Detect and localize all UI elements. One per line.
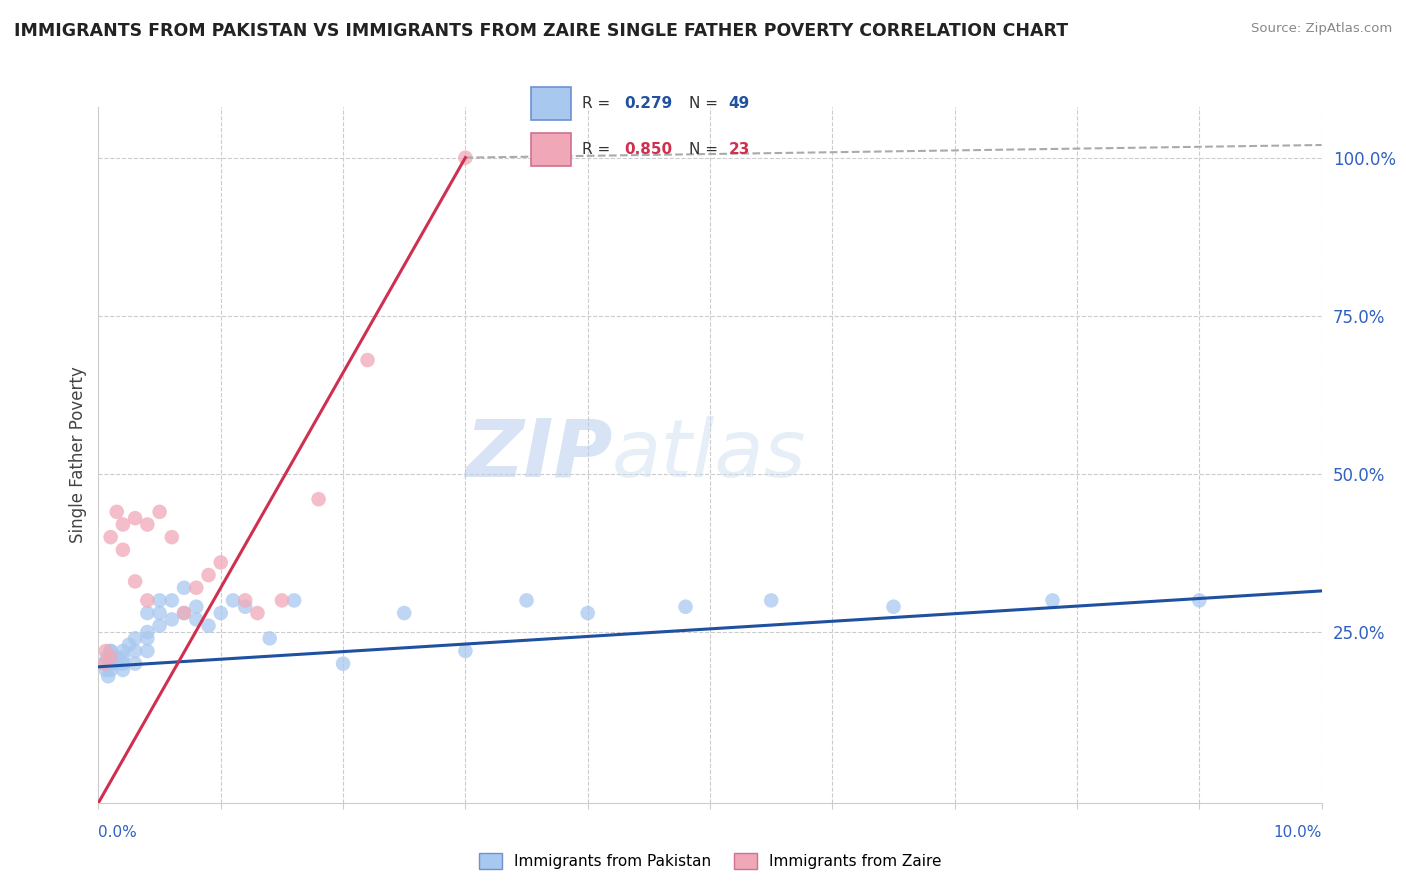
Point xyxy=(136,625,159,640)
Point xyxy=(675,599,697,614)
Point xyxy=(111,657,134,671)
Point xyxy=(883,599,905,614)
Point xyxy=(93,657,115,671)
Y-axis label: Single Father Poverty: Single Father Poverty xyxy=(69,367,87,543)
Text: 10.0%: 10.0% xyxy=(1274,825,1322,840)
Point xyxy=(105,650,128,665)
Point xyxy=(173,581,195,595)
Point xyxy=(160,593,183,607)
Text: 49: 49 xyxy=(728,96,749,111)
Text: atlas: atlas xyxy=(612,416,807,494)
Point xyxy=(186,612,208,626)
Point xyxy=(186,581,208,595)
Point xyxy=(233,593,256,607)
Point xyxy=(454,151,477,165)
Point xyxy=(1188,593,1211,607)
Point xyxy=(97,669,120,683)
Legend: Immigrants from Pakistan, Immigrants from Zaire: Immigrants from Pakistan, Immigrants fro… xyxy=(472,847,948,875)
FancyBboxPatch shape xyxy=(531,133,571,166)
Point xyxy=(105,657,128,671)
Point xyxy=(149,606,172,620)
Point xyxy=(454,644,477,658)
Text: ZIP: ZIP xyxy=(465,416,612,494)
Point xyxy=(118,638,141,652)
Point xyxy=(124,511,146,525)
Point xyxy=(105,505,128,519)
Point xyxy=(124,657,146,671)
Point xyxy=(98,657,121,671)
Point xyxy=(93,657,115,671)
Point xyxy=(136,606,159,620)
Point xyxy=(160,530,183,544)
Point xyxy=(259,632,281,646)
Point xyxy=(149,593,172,607)
Point xyxy=(576,606,599,620)
Point xyxy=(149,618,172,632)
Text: N =: N = xyxy=(689,96,723,111)
Point xyxy=(124,644,146,658)
Point xyxy=(100,663,122,677)
Point xyxy=(94,644,117,658)
Point xyxy=(516,593,538,607)
Point xyxy=(136,644,159,658)
Point xyxy=(111,650,134,665)
Point xyxy=(100,644,122,658)
Point xyxy=(283,593,305,607)
Point xyxy=(100,650,122,665)
Point xyxy=(111,517,134,532)
Text: R =: R = xyxy=(582,142,616,157)
Point xyxy=(136,593,159,607)
Point xyxy=(392,606,416,620)
Point xyxy=(124,574,146,589)
Point xyxy=(136,517,159,532)
Point xyxy=(246,606,269,620)
Point xyxy=(124,632,146,646)
Text: 0.279: 0.279 xyxy=(624,96,672,111)
Point xyxy=(186,599,208,614)
Point xyxy=(100,644,122,658)
Text: 0.850: 0.850 xyxy=(624,142,672,157)
Point xyxy=(197,568,219,582)
Point xyxy=(197,618,219,632)
Point xyxy=(209,556,232,570)
Point xyxy=(136,632,159,646)
Text: N =: N = xyxy=(689,142,723,157)
Point xyxy=(173,606,195,620)
Point xyxy=(173,606,195,620)
Point xyxy=(308,492,330,507)
Point xyxy=(270,593,292,607)
Point xyxy=(100,650,122,665)
Point xyxy=(94,663,117,677)
Point xyxy=(222,593,245,607)
Point xyxy=(209,606,232,620)
FancyBboxPatch shape xyxy=(531,87,571,120)
Point xyxy=(100,657,122,671)
Point xyxy=(332,657,354,671)
Text: 23: 23 xyxy=(728,142,749,157)
Point xyxy=(96,650,118,665)
Text: Source: ZipAtlas.com: Source: ZipAtlas.com xyxy=(1251,22,1392,36)
Text: R =: R = xyxy=(582,96,616,111)
Point xyxy=(111,663,134,677)
Point xyxy=(111,644,134,658)
Point xyxy=(111,542,134,557)
Point xyxy=(149,505,172,519)
Text: 0.0%: 0.0% xyxy=(98,825,138,840)
Text: IMMIGRANTS FROM PAKISTAN VS IMMIGRANTS FROM ZAIRE SINGLE FATHER POVERTY CORRELAT: IMMIGRANTS FROM PAKISTAN VS IMMIGRANTS F… xyxy=(14,22,1069,40)
Point xyxy=(100,530,122,544)
Point xyxy=(759,593,782,607)
Point xyxy=(160,612,183,626)
Point xyxy=(356,353,378,368)
Point xyxy=(233,599,256,614)
Point xyxy=(1042,593,1064,607)
